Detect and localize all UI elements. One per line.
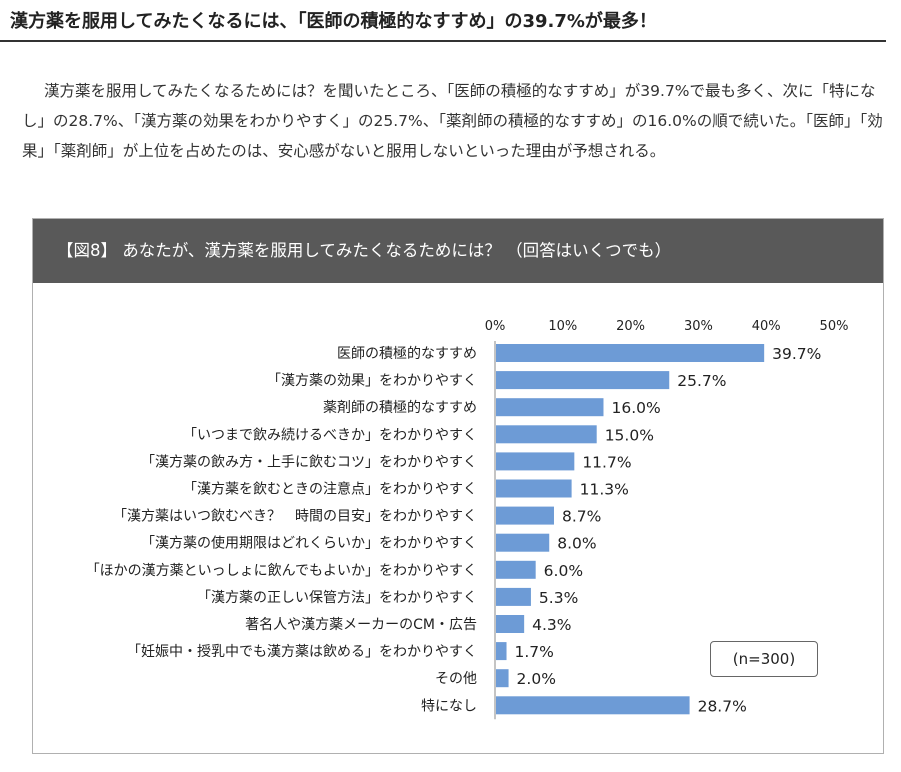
figure-title: 【図8】 あなたが、漢方薬を服用してみたくなるためには？ （回答はいくつでも）	[57, 241, 672, 260]
summary-paragraph: 漢方薬を服用してみたくなるためには？を聞いたところ、「医師の積極的なすすめ」が3…	[22, 81, 883, 160]
figure-frame: 【図8】 あなたが、漢方薬を服用してみたくなるためには？ （回答はいくつでも）	[32, 218, 884, 754]
sample-size-badge: (n=300)	[710, 641, 818, 677]
page-headline: 漢方薬を服用してみたくなるには、「医師の積極的なすすめ」の39.7%が最多！	[10, 11, 657, 32]
headline-divider	[0, 40, 886, 42]
figure-header: 【図8】 あなたが、漢方薬を服用してみたくなるためには？ （回答はいくつでも）	[33, 219, 883, 283]
